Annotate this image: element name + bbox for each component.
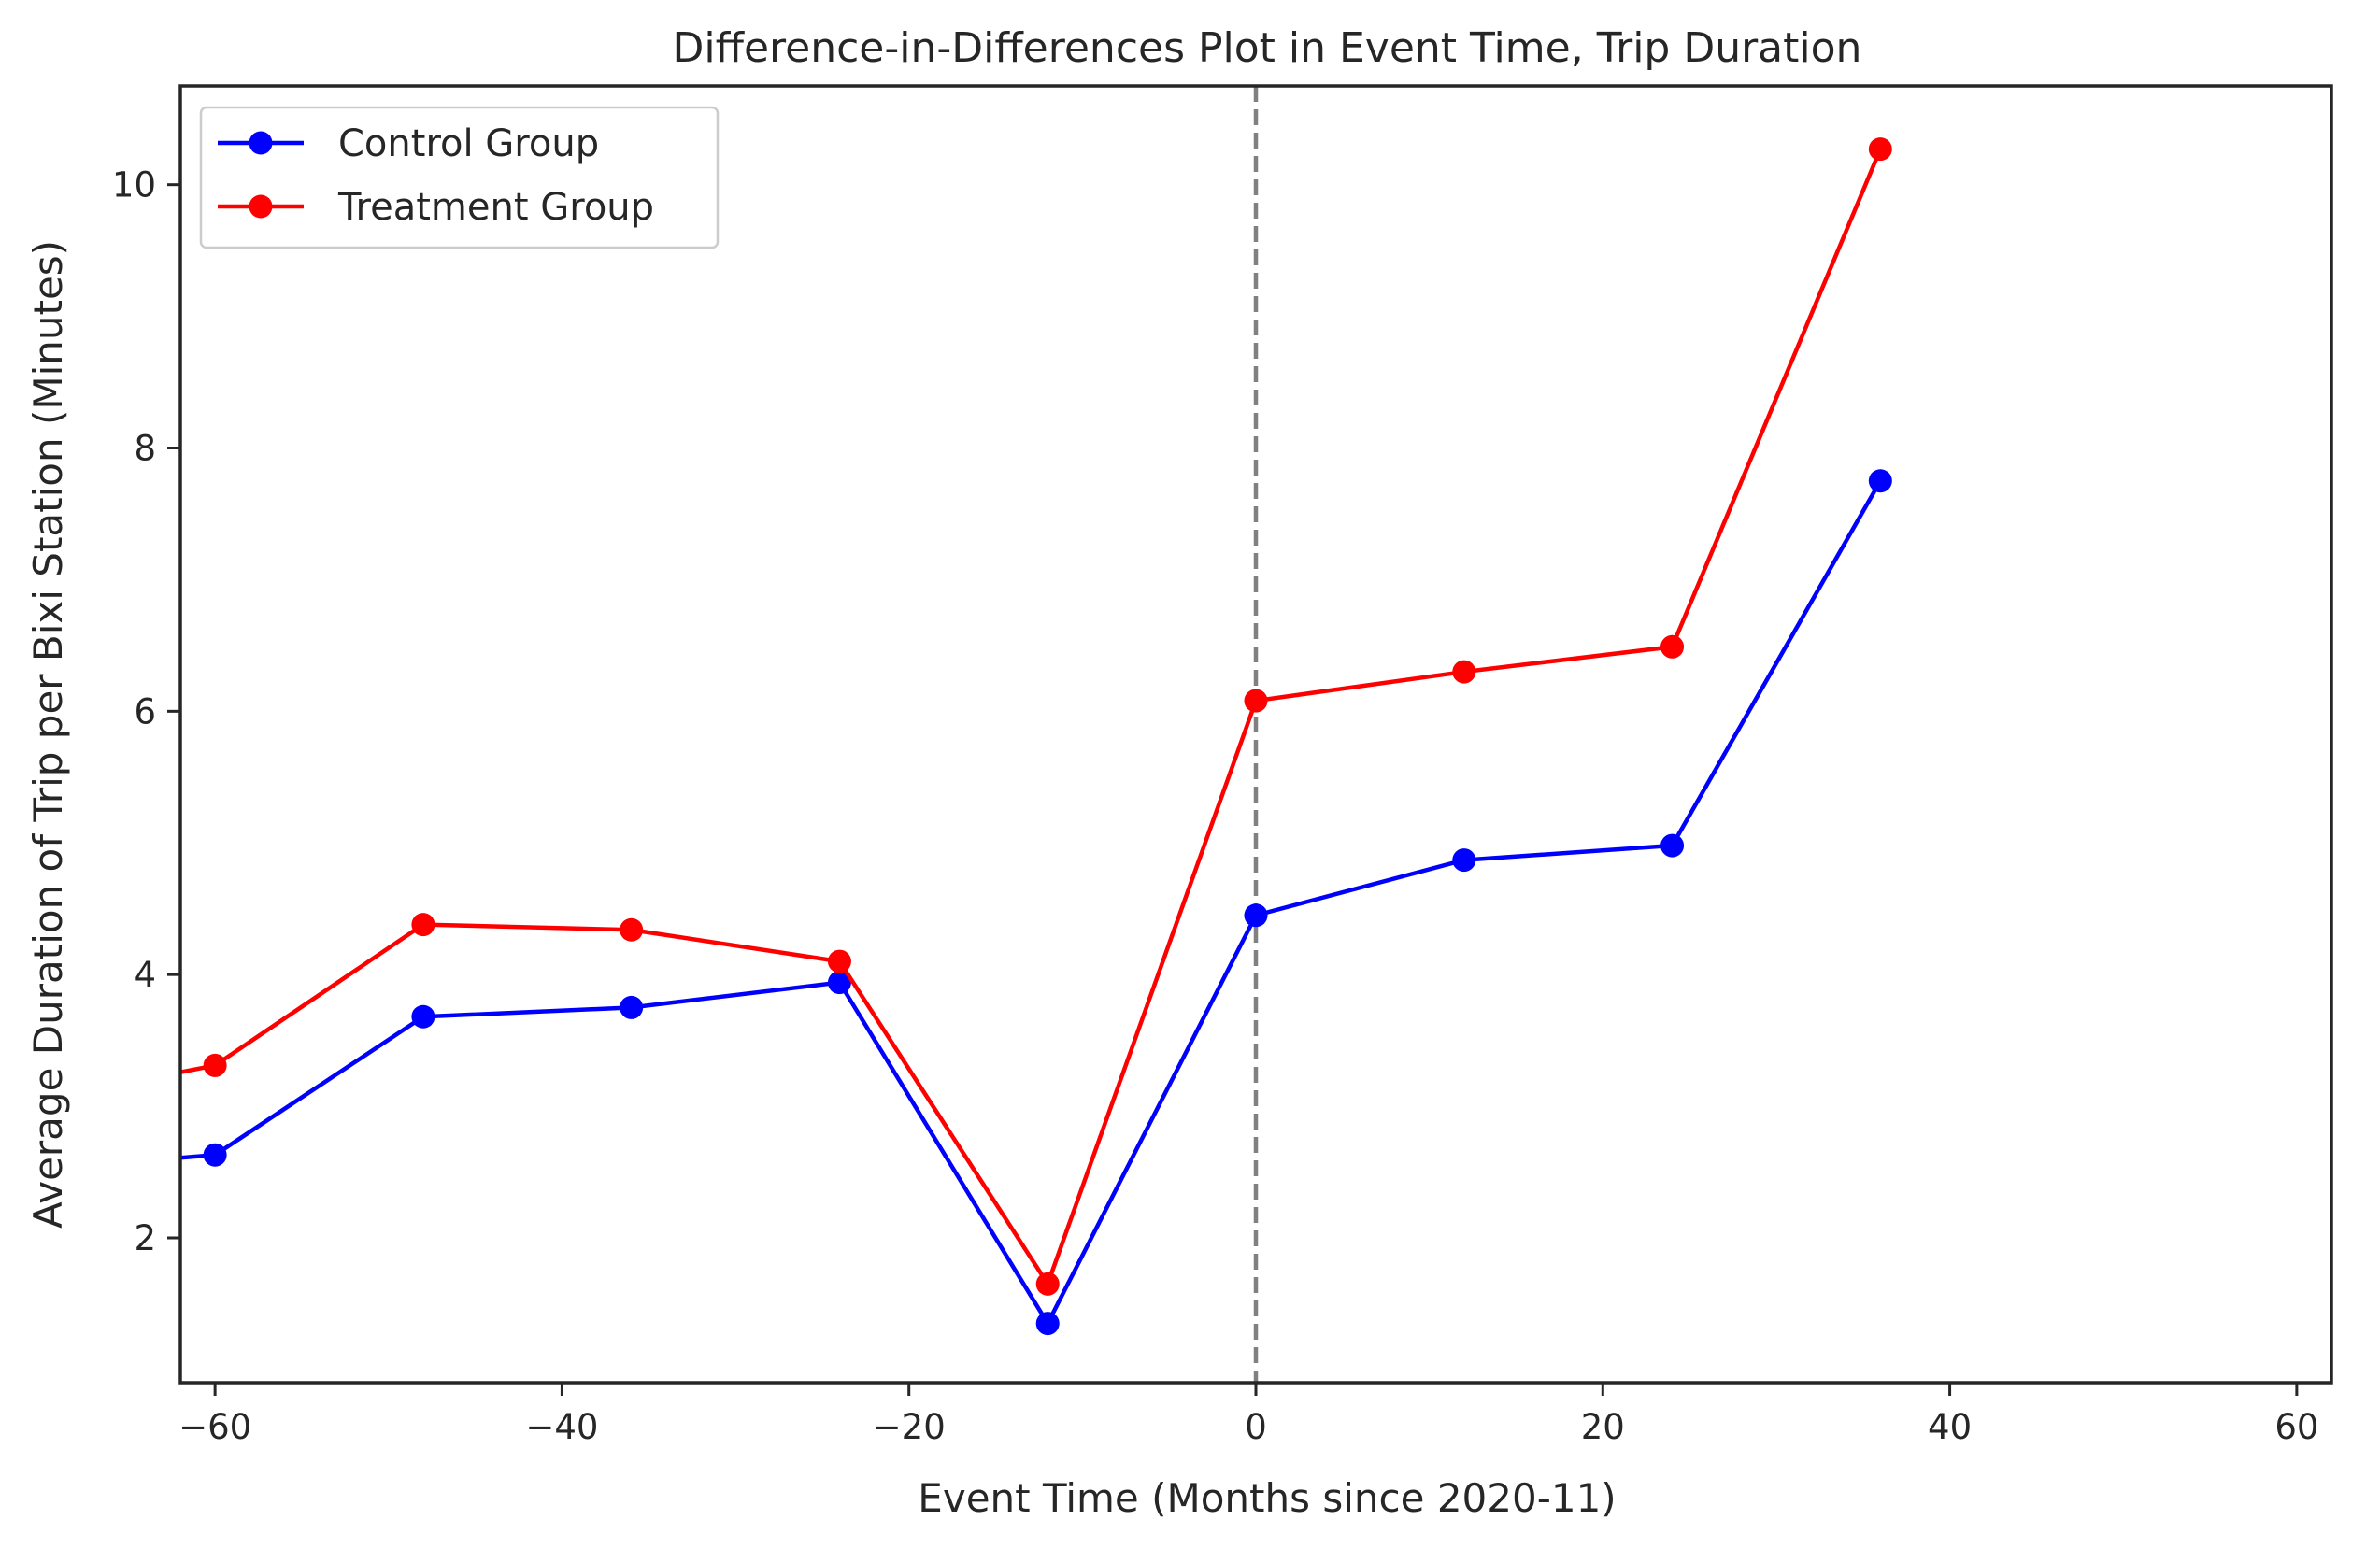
x-tick-label: −40 xyxy=(525,1407,598,1447)
plot-frame xyxy=(178,84,2333,1385)
control-group-point xyxy=(0,1160,19,1184)
x-tick-label: −20 xyxy=(873,1407,946,1447)
treatment-group-point xyxy=(1452,660,1476,684)
control-group-point xyxy=(1244,903,1268,928)
legend-treatment-group-marker xyxy=(249,194,273,219)
x-tick-label: −60 xyxy=(178,1407,251,1447)
x-tick-label: 60 xyxy=(2274,1407,2318,1447)
control-group-point xyxy=(1660,833,1685,858)
control-group-point xyxy=(620,995,644,1019)
y-axis-label: Average Duration of Trip per Bixi Statio… xyxy=(25,240,71,1229)
control-group-point xyxy=(1868,469,1892,493)
y-tick-label: 10 xyxy=(112,165,156,206)
control-group-point xyxy=(1035,1312,1060,1336)
treatment-group-point xyxy=(411,913,435,937)
plot-area xyxy=(0,86,1892,1383)
control-group-point xyxy=(411,1004,435,1029)
y-tick-label: 6 xyxy=(134,691,156,732)
legend-treatment-group-label: Treatment Group xyxy=(337,186,654,229)
treatment-group-point xyxy=(1868,137,1892,162)
y-tick-label: 4 xyxy=(134,955,156,995)
x-tick-label: 20 xyxy=(1581,1407,1625,1447)
y-tick-label: 8 xyxy=(134,429,156,469)
legend-control-group-marker xyxy=(249,131,273,155)
legend-box xyxy=(199,106,720,249)
x-tick-label: 40 xyxy=(1928,1407,1972,1447)
treatment-group-point xyxy=(1660,634,1685,659)
axes: −60 −40 −20 0 20 40 60 2 4 6 8 10 xyxy=(112,165,2319,1447)
legend-control-group-label: Control Group xyxy=(338,122,599,165)
control-group-line xyxy=(180,479,1883,1326)
x-tick-label: 0 xyxy=(1245,1407,1267,1447)
treatment-group-point xyxy=(0,1095,19,1118)
treatment-group-point xyxy=(203,1053,227,1077)
treatment-group-point xyxy=(620,917,644,942)
treatment-group-point xyxy=(1244,689,1268,713)
legend: Control Group Treatment Group xyxy=(199,106,720,249)
treatment-group-line xyxy=(180,148,1883,1286)
y-tick-label: 2 xyxy=(134,1218,156,1258)
x-axis-label: Event Time (Months since 2020-11) xyxy=(918,1475,1616,1521)
control-group-point xyxy=(203,1143,227,1167)
control-group-point xyxy=(827,971,851,995)
treatment-group-point xyxy=(1035,1272,1060,1296)
treatment-group-point xyxy=(827,949,851,973)
chart-title: Difference-in-Differences Plot in Event … xyxy=(673,24,1862,72)
control-group-point xyxy=(1452,848,1476,873)
